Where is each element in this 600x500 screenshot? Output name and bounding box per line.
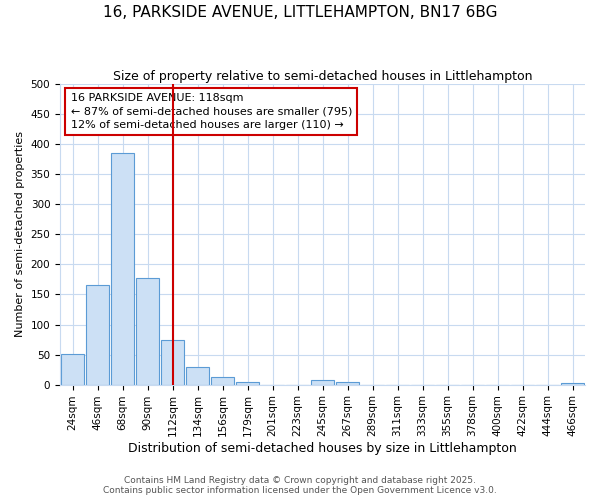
Bar — [111, 154, 134, 384]
Bar — [561, 383, 584, 384]
Bar — [336, 382, 359, 384]
Bar — [136, 278, 159, 384]
Bar — [236, 382, 259, 384]
Y-axis label: Number of semi-detached properties: Number of semi-detached properties — [15, 132, 25, 338]
Bar — [311, 380, 334, 384]
Bar — [161, 340, 184, 384]
Text: 16 PARKSIDE AVENUE: 118sqm
← 87% of semi-detached houses are smaller (795)
12% o: 16 PARKSIDE AVENUE: 118sqm ← 87% of semi… — [71, 93, 352, 130]
Text: Contains HM Land Registry data © Crown copyright and database right 2025.
Contai: Contains HM Land Registry data © Crown c… — [103, 476, 497, 495]
Bar — [86, 286, 109, 384]
Text: 16, PARKSIDE AVENUE, LITTLEHAMPTON, BN17 6BG: 16, PARKSIDE AVENUE, LITTLEHAMPTON, BN17… — [103, 5, 497, 20]
Bar — [186, 366, 209, 384]
X-axis label: Distribution of semi-detached houses by size in Littlehampton: Distribution of semi-detached houses by … — [128, 442, 517, 455]
Bar — [211, 377, 234, 384]
Bar — [61, 354, 84, 384]
Title: Size of property relative to semi-detached houses in Littlehampton: Size of property relative to semi-detach… — [113, 70, 532, 83]
